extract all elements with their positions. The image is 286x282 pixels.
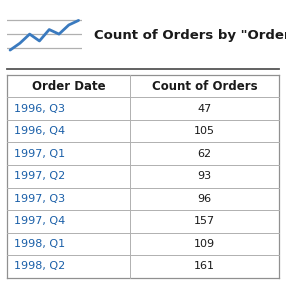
Text: 1996, Q3: 1996, Q3 [14,103,65,114]
Text: 157: 157 [194,216,215,226]
Text: 1997, Q1: 1997, Q1 [14,149,65,159]
Text: 1997, Q2: 1997, Q2 [14,171,65,181]
Text: 47: 47 [197,103,212,114]
Text: 62: 62 [197,149,212,159]
Text: 1998, Q1: 1998, Q1 [14,239,65,249]
Text: 93: 93 [197,171,212,181]
Text: 105: 105 [194,126,215,136]
Text: 1997, Q4: 1997, Q4 [14,216,65,226]
Text: 96: 96 [197,194,212,204]
Text: 109: 109 [194,239,215,249]
Text: 1998, Q2: 1998, Q2 [14,261,65,272]
Text: 161: 161 [194,261,215,272]
Text: Order Date: Order Date [32,80,106,92]
Text: 1996, Q4: 1996, Q4 [14,126,65,136]
Text: 1997, Q3: 1997, Q3 [14,194,65,204]
Text: Count of Orders by "Order Date": Count of Orders by "Order Date" [94,29,286,42]
Text: Count of Orders: Count of Orders [152,80,257,92]
